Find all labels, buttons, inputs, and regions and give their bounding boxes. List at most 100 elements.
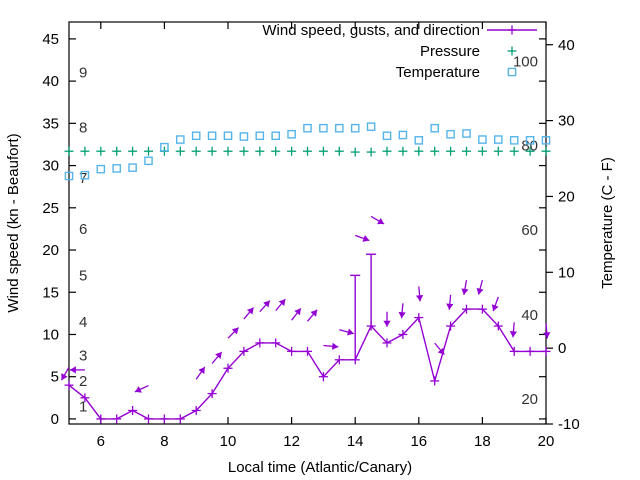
wind-direction-arrow — [461, 280, 469, 296]
x-axis-title: Local time (Atlantic/Canary) — [228, 459, 412, 476]
y2-axis-tick-label: 20 — [558, 188, 575, 205]
temperature-point — [382, 131, 392, 141]
temperature-point — [112, 164, 121, 173]
wind-direction-arrow — [307, 309, 318, 322]
y2-axis-tick-label: 0 — [558, 340, 566, 357]
wind-speed-line — [68, 308, 546, 420]
fahrenheit-scale-label: 100 — [513, 53, 538, 70]
wind-direction-arrow — [446, 294, 454, 310]
temperature-point — [350, 123, 360, 133]
y-axis-tick-label: 10 — [42, 326, 59, 343]
y2-axis-title: Temperature (C - F) — [599, 157, 616, 289]
wind-direction-arrow — [434, 342, 445, 356]
temperature-point — [366, 122, 376, 131]
wind-direction-arrow — [259, 300, 271, 313]
beaufort-scale-label: 2 — [79, 373, 87, 390]
temperature-point — [462, 129, 471, 138]
temperature-point — [287, 129, 296, 139]
temperature-point — [319, 123, 328, 133]
wind-direction-arrow — [227, 327, 240, 339]
temperature-point — [80, 170, 90, 180]
fahrenheit-scale-label: 40 — [521, 307, 538, 324]
temperature-point — [398, 130, 408, 140]
wind-direction-arrow — [370, 215, 385, 225]
y2-axis-tick-label: 30 — [558, 113, 575, 130]
wind-direction-arrow — [211, 351, 223, 364]
y-axis-tick-label: 40 — [42, 73, 59, 90]
y-axis-tick-label: 45 — [42, 31, 59, 48]
wind-direction-arrow — [354, 234, 370, 242]
y-axis-tick-label: 5 — [51, 369, 59, 386]
wind-direction-arrow — [476, 279, 484, 295]
wind-direction-arrow — [415, 286, 424, 302]
beaufort-scale-label: 3 — [79, 348, 87, 365]
wind-direction-arrow — [543, 323, 551, 339]
temperature-point — [144, 156, 153, 166]
temperature-point — [96, 164, 106, 174]
wind-direction-arrow — [69, 366, 85, 374]
legend-label-0: Wind speed, gusts, and direction — [262, 22, 480, 39]
x-axis-tick-label: 14 — [347, 433, 364, 450]
x-axis-tick-label: 12 — [283, 433, 300, 450]
wind-direction-arrow — [398, 303, 406, 319]
x-axis-tick-label: 10 — [220, 433, 237, 450]
wind-direction-arrow — [491, 296, 499, 312]
beaufort-scale-label: 5 — [79, 267, 87, 284]
x-axis-tick-label: 16 — [410, 433, 427, 450]
temperature-point — [414, 136, 424, 145]
temperature-point — [223, 131, 233, 141]
wind-direction-arrow — [243, 307, 255, 320]
x-axis-tick-label: 6 — [97, 433, 105, 450]
temperature-point — [509, 136, 519, 145]
y-axis-tick-label: 20 — [42, 242, 59, 259]
wind-direction-arrow — [383, 311, 391, 327]
y-axis-tick-label: 15 — [42, 284, 59, 301]
temperature-point — [446, 129, 455, 139]
beaufort-scale-label: 4 — [79, 314, 87, 331]
temperature-point — [207, 131, 217, 141]
temperature-point — [239, 132, 249, 141]
y-axis-tick-label: 35 — [42, 115, 59, 132]
y-axis-tick-label: 25 — [42, 200, 59, 217]
temperature-point — [430, 123, 440, 133]
fahrenheit-scale-label: 60 — [521, 222, 538, 239]
wind-direction-arrow — [509, 322, 518, 338]
x-axis-tick-label: 18 — [474, 433, 491, 450]
legend-swatch-marker — [507, 67, 517, 77]
temperature-point — [335, 123, 344, 133]
wind-direction-arrow — [339, 328, 354, 336]
fahrenheit-scale-label: 20 — [521, 391, 538, 408]
y-axis-tick-label: 30 — [42, 158, 59, 175]
x-axis-tick-label: 8 — [160, 433, 168, 450]
y2-axis-tick-label: 10 — [558, 264, 575, 281]
temperature-point — [160, 142, 169, 152]
temperature-point — [64, 171, 74, 181]
temperature-point — [541, 136, 551, 145]
temperature-point — [478, 135, 487, 144]
temperature-point — [303, 123, 312, 133]
wind-direction-arrow — [134, 384, 149, 393]
temperature-point — [255, 131, 265, 141]
temperature-point — [191, 131, 201, 141]
beaufort-scale-label: 9 — [79, 65, 87, 82]
wind-direction-arrow — [291, 307, 302, 321]
legend-label-2: Temperature — [396, 64, 480, 81]
wind-direction-arrow — [275, 298, 286, 312]
temperature-point — [128, 163, 137, 172]
y-axis-tick-label: 0 — [51, 411, 59, 428]
beaufort-scale-label: 6 — [79, 221, 87, 238]
plot-border — [68, 21, 547, 425]
y2-axis-tick-label: 40 — [558, 37, 575, 54]
y2-axis-tick-label: -10 — [558, 416, 580, 433]
temperature-point — [494, 135, 503, 144]
temperature-point — [271, 131, 281, 141]
wind-direction-arrow — [60, 366, 70, 381]
legend-label-1: Pressure — [420, 43, 480, 60]
wind-direction-arrow — [195, 366, 206, 380]
beaufort-scale-label: 1 — [79, 398, 87, 415]
temperature-point — [175, 135, 185, 144]
beaufort-scale-label: 8 — [79, 120, 87, 137]
temperature-point — [525, 136, 535, 145]
